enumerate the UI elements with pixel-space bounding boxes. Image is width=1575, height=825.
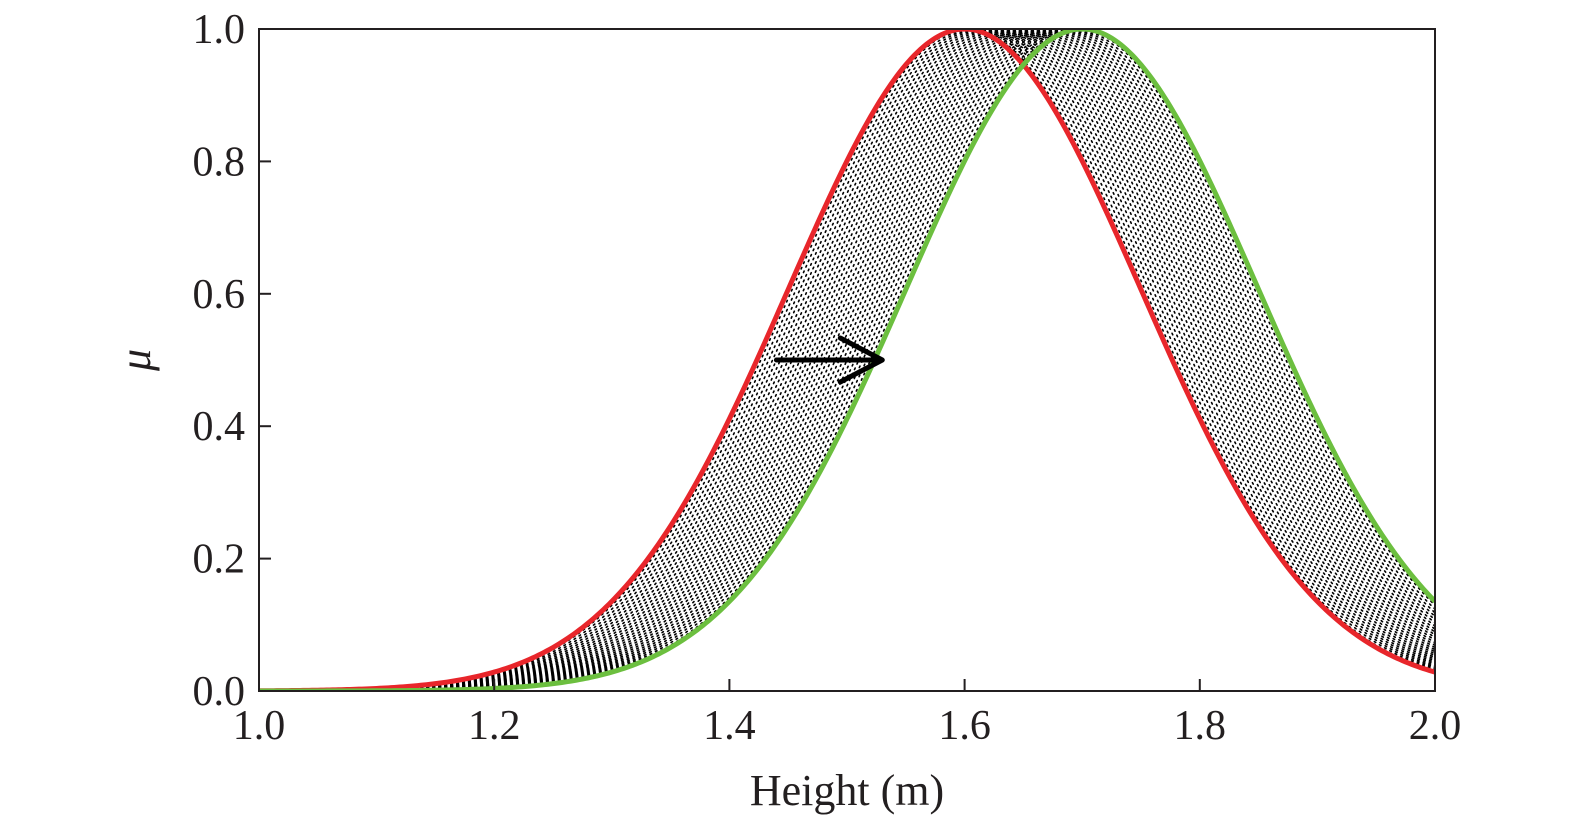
- band-curve: [259, 29, 1435, 691]
- y-tick-label: 1.0: [193, 7, 246, 53]
- band-curve: [259, 29, 1435, 691]
- y-tick-label: 0.6: [193, 272, 246, 318]
- y-tick-label: 0.8: [193, 139, 246, 185]
- band-curve: [259, 29, 1435, 691]
- y-axis-ticks: 0.0 0.2 0.4 0.6 0.8 1.0: [193, 7, 271, 715]
- y-tick-label: 0.4: [193, 404, 246, 450]
- band-curve: [259, 29, 1435, 691]
- band-curve: [259, 29, 1435, 691]
- band-curve: [259, 29, 1435, 691]
- series-red-curve: [259, 29, 1435, 691]
- series-green-curve: [259, 29, 1435, 691]
- x-tick-label: 1.0: [233, 703, 286, 749]
- shift-arrow-icon: [773, 335, 885, 385]
- band-curve: [259, 29, 1435, 691]
- band-curve: [259, 29, 1435, 691]
- plot-frame: [258, 28, 1436, 692]
- x-axis-title: Height (m): [750, 766, 944, 815]
- band-curve: [259, 29, 1435, 691]
- band-curve: [259, 29, 1435, 691]
- series-layer: [259, 29, 1435, 691]
- band-curve: [259, 29, 1435, 691]
- x-tick-label: 1.4: [703, 703, 756, 749]
- band-curve: [259, 29, 1435, 691]
- y-tick-label: 0.2: [193, 537, 246, 583]
- dotted-band: [259, 29, 1435, 691]
- band-curve: [259, 29, 1435, 691]
- x-tick-label: 1.6: [938, 703, 991, 749]
- band-curve: [259, 29, 1435, 691]
- band-curve: [259, 29, 1435, 691]
- band-curve: [259, 29, 1435, 691]
- band-curve: [259, 29, 1435, 691]
- band-curve: [259, 29, 1435, 691]
- band-curve: [259, 29, 1435, 691]
- x-tick-label: 1.2: [468, 703, 521, 749]
- x-axis-ticks: 1.0 1.2 1.4 1.6 1.8 2.0: [233, 679, 1462, 749]
- band-curve: [259, 29, 1435, 691]
- band-curve: [259, 29, 1435, 691]
- band-curve: [259, 29, 1435, 691]
- y-axis-title: μ: [111, 349, 160, 372]
- annotation-layer: [773, 335, 885, 385]
- y-tick-label: 0.0: [193, 669, 246, 715]
- band-curve: [259, 29, 1435, 691]
- band-curve: [259, 29, 1435, 691]
- x-tick-label: 1.8: [1174, 703, 1227, 749]
- band-curve: [259, 29, 1435, 691]
- band-curve: [259, 29, 1435, 691]
- x-tick-label: 2.0: [1409, 703, 1462, 749]
